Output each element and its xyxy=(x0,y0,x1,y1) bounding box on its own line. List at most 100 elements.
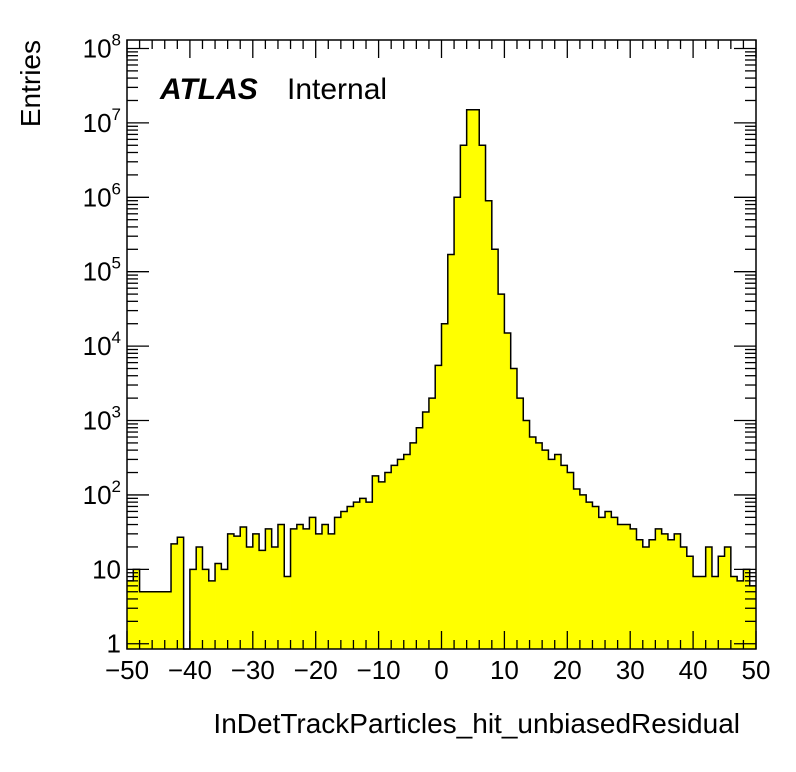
histogram-bar xyxy=(441,323,449,649)
histogram-bar xyxy=(680,546,688,649)
histogram-bar xyxy=(284,576,291,649)
histogram-bar xyxy=(598,517,606,649)
histogram-bar xyxy=(561,465,568,649)
histogram-bar xyxy=(240,527,247,649)
histogram-bar xyxy=(152,591,159,649)
y-tick-label: 104 xyxy=(83,328,121,361)
histogram-bar xyxy=(737,580,744,649)
histogram-bar xyxy=(617,524,625,649)
x-tick-labels: −50 −40 −30 −20 −10 0 10 20 30 40 50 xyxy=(105,655,771,685)
x-tick-label: −40 xyxy=(168,655,212,685)
histogram-bar xyxy=(177,537,185,649)
y-tick-label: 105 xyxy=(83,254,121,287)
histogram-bar xyxy=(718,556,725,649)
histogram-bar xyxy=(196,546,203,649)
histogram-bar xyxy=(340,511,348,649)
histogram-bar xyxy=(567,472,574,649)
histogram-bar xyxy=(661,533,669,649)
histogram-bar xyxy=(743,569,751,649)
x-tick-label: 30 xyxy=(616,655,645,685)
histogram-bar xyxy=(586,502,593,649)
histogram-bar xyxy=(158,591,166,649)
x-tick-label: 50 xyxy=(742,655,771,685)
histogram-bar xyxy=(573,489,581,649)
histogram-bar xyxy=(321,524,329,649)
x-tick-label: −50 xyxy=(105,655,149,685)
histogram-bar xyxy=(460,145,468,649)
histogram-bar xyxy=(372,475,379,649)
histogram-bar xyxy=(630,528,637,649)
y-tick-label: 108 xyxy=(83,30,121,63)
histogram-bar xyxy=(724,546,732,649)
histogram-bar xyxy=(227,533,235,649)
status-label: Internal xyxy=(287,73,387,106)
histogram-bar xyxy=(403,454,411,649)
y-tick-label: 103 xyxy=(83,403,121,436)
histogram-bar xyxy=(202,569,210,649)
histogram-bar xyxy=(378,481,386,649)
histogram-bar xyxy=(296,524,304,649)
histogram-bar xyxy=(674,533,681,649)
histogram-bar xyxy=(466,109,474,650)
histogram-bar xyxy=(711,576,719,649)
histogram-bar xyxy=(510,368,518,649)
histogram-bar xyxy=(416,427,424,649)
x-tick-label: 0 xyxy=(434,655,448,685)
histogram-bar xyxy=(290,528,298,649)
histogram-bar xyxy=(265,528,273,649)
histogram-bar xyxy=(271,546,279,649)
histogram-bar xyxy=(303,528,310,649)
histogram-bar xyxy=(693,576,700,649)
histogram-bar xyxy=(592,506,600,649)
histogram-bar xyxy=(428,398,436,649)
histogram-bar xyxy=(655,528,663,649)
histogram-bar xyxy=(447,254,455,649)
histogram-bar xyxy=(410,442,417,649)
histogram-bar xyxy=(730,576,738,649)
x-tick-label: 20 xyxy=(553,655,582,685)
x-tick-label: 40 xyxy=(679,655,708,685)
histogram-bar xyxy=(309,517,317,649)
histogram-bar xyxy=(139,591,147,649)
histogram-bar xyxy=(491,249,499,649)
histogram-outline xyxy=(127,109,756,650)
histogram-bar xyxy=(605,511,612,649)
histogram-bars xyxy=(127,109,757,650)
histogram-bar xyxy=(686,556,694,649)
x-tick-label: −20 xyxy=(294,655,338,685)
histogram-bar xyxy=(422,412,430,649)
histogram-bar xyxy=(366,502,373,649)
histogram-bar xyxy=(649,539,656,649)
histogram-bar xyxy=(485,200,493,650)
histogram-bar xyxy=(642,546,650,649)
histogram-bar xyxy=(623,524,631,649)
histogram-bar xyxy=(145,591,153,649)
x-tick-label: −30 xyxy=(231,655,275,685)
histogram-bar xyxy=(472,109,480,650)
histogram-bar xyxy=(353,502,361,649)
x-tick-label: 10 xyxy=(490,655,519,685)
histogram-bar xyxy=(542,450,549,649)
histogram-bar xyxy=(315,533,323,649)
y-tick-label: 1 xyxy=(107,629,121,659)
histogram-bar xyxy=(504,333,512,649)
histogram-bar xyxy=(611,517,619,649)
histogram-bar xyxy=(215,563,222,649)
histogram-bar xyxy=(127,580,134,649)
histogram-bar xyxy=(535,442,543,649)
histogram-bar xyxy=(435,365,442,649)
histogram-bar xyxy=(454,197,461,649)
y-tick-label: 10 xyxy=(92,554,121,584)
histogram-bar xyxy=(328,533,335,649)
y-tick-label: 106 xyxy=(83,179,121,212)
atlas-label: ATLAS xyxy=(159,73,258,106)
histogram-bar xyxy=(359,498,367,649)
histogram-bar xyxy=(277,524,285,649)
x-tick-label: −10 xyxy=(357,655,401,685)
y-tick-label: 107 xyxy=(83,105,121,138)
histogram-bar xyxy=(252,533,260,649)
histogram-bar xyxy=(171,543,178,649)
histogram-bar xyxy=(529,437,537,649)
histogram-bar xyxy=(749,585,757,649)
histogram-bar xyxy=(208,580,216,649)
